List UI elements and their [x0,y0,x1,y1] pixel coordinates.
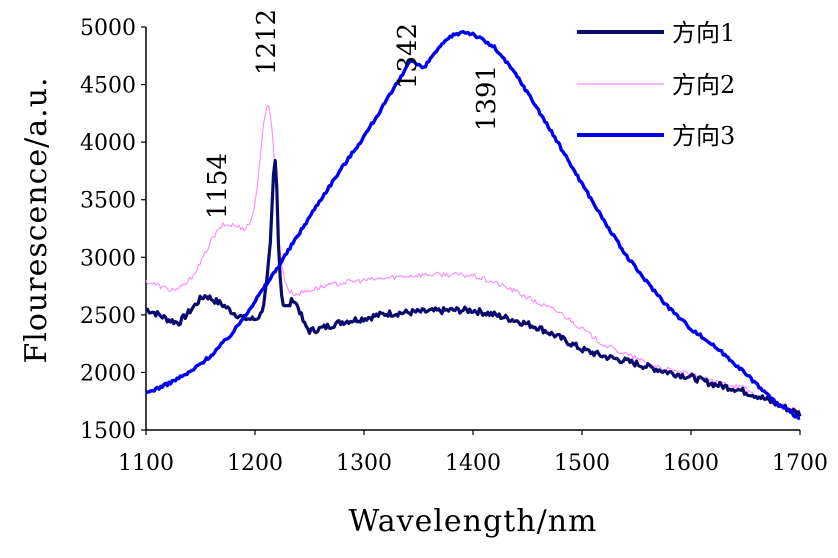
x-tick-label: 1100 [118,451,174,476]
x-axis-title: Wavelength/nm [349,504,598,539]
y-tick-label: 2500 [80,304,136,329]
legend-item-1: 方向1 [577,19,735,47]
series-line-3 [145,30,801,420]
peak-label-1391: 1391 [472,65,502,131]
legend: 方向1 方向2 方向3 [577,19,735,150]
legend-label-1: 方向1 [672,19,735,47]
peak-label-1342: 1342 [393,23,423,89]
peak-label-1154: 1154 [203,153,233,219]
x-tick-label: 1300 [336,451,392,476]
peak-annotations: 1154 1212 1342 1391 [203,9,502,219]
y-tick-label: 4000 [80,131,136,156]
series-line-1 [145,158,802,417]
x-axis-ticks: 1100 1200 1300 1400 1500 1600 1700 [118,430,828,476]
y-axis-ticks: 1500 2000 2500 3000 3500 4000 4500 5000 [80,16,146,444]
series-line-2 [145,104,801,412]
x-tick-label: 1200 [227,451,283,476]
y-tick-label: 5000 [80,16,136,41]
legend-item-2: 方向2 [577,71,735,99]
legend-label-3: 方向3 [672,122,735,150]
x-tick-label: 1400 [445,451,501,476]
y-tick-label: 3500 [80,189,136,214]
y-tick-label: 4500 [80,74,136,99]
legend-label-2: 方向2 [672,71,735,99]
y-tick-label: 3000 [80,246,136,271]
peak-label-1212: 1212 [252,9,282,75]
y-tick-label: 2000 [80,361,136,386]
y-tick-label: 1500 [80,419,136,444]
series-lines [145,30,802,420]
y-axis-title: Flourescence/a.u. [19,76,54,363]
x-tick-label: 1600 [663,451,719,476]
x-tick-label: 1700 [772,451,828,476]
x-tick-label: 1500 [554,451,610,476]
legend-item-3: 方向3 [577,122,735,150]
